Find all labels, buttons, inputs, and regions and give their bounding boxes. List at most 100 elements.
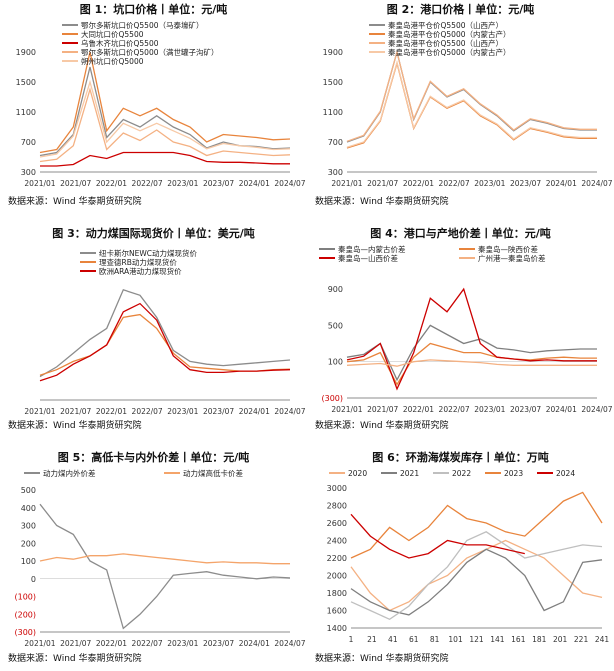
legend-label: 理查德RB动力煤现货价 [99,257,177,267]
x-tick-label: 61 [409,635,419,644]
x-tick-label: 2024/07 [274,179,305,188]
series-line [346,342,597,386]
source-note: 数据来源：Wind 华泰期货研究院 [8,197,142,207]
x-tick-label: 2023/01 [167,179,198,188]
y-tick-label: 100 [328,358,343,367]
y-tick-label: 1100 [323,108,343,117]
legend-label: 广州港—秦皇岛价差 [478,253,546,263]
series-line [346,324,597,382]
series-line [39,553,290,565]
legend-label: 鄂尔多斯坑口价Q5000（满世罐子沟矿） [81,47,219,57]
source-note: 数据来源：Wind 华泰期货研究院 [8,654,142,664]
legend-label: 2020 [348,469,367,478]
x-tick-label: 181 [532,635,547,644]
x-tick-label: 2022/01 [96,639,127,648]
x-tick-label: 121 [469,635,484,644]
legend-label: 2022 [452,469,471,478]
series-line [350,531,603,621]
source-note: 数据来源：Wind 华泰期货研究院 [315,654,449,664]
chart-panel-2: 图 2：港口价格丨单位：元/吨 300 700 1100 1500 1900 2021/0… [307,0,614,212]
x-tick-label: 2021/07 [367,179,398,188]
chart-svg-5: (300) (200) (100) 0 100 200 300 400 500 2021/01 20… [14,468,305,648]
chart-panel-6: 图 6：环渤海煤炭库存丨单位：万吨 1400 1600 1800 2000 2200 24… [307,448,614,671]
series-line [350,513,525,559]
series-line [346,359,597,367]
x-tick-label: 2021/07 [60,407,91,416]
x-tick-label: 1 [349,635,354,644]
x-tick-label: 2021/01 [24,639,55,648]
y-tick-label: 2600 [327,519,347,528]
x-tick-label: 2022/07 [439,179,470,188]
x-tick-label: 2024/01 [239,639,270,648]
x-tick-label: 2024/01 [546,179,577,188]
y-tick-label: 2200 [327,554,347,563]
series-line [350,491,603,559]
x-tick-label: 2022/07 [132,407,163,416]
y-tick-label: 0 [31,575,36,584]
legend-label: 动力煤高低卡价差 [183,468,243,478]
series-line [39,288,291,378]
x-tick-label: 2023/01 [474,405,505,414]
y-tick-label: 300 [328,168,343,177]
x-tick-label: 2023/07 [510,179,541,188]
series-line [39,51,291,154]
x-tick-label: 2021/01 [331,179,362,188]
y-tick-label: 400 [21,504,36,513]
legend-label: 秦皇岛港平仓价Q5500（山西产） [388,38,503,48]
x-tick-label: 2023/07 [203,407,234,416]
y-tick-label: 700 [21,138,36,147]
y-tick-label: 1600 [327,607,347,616]
y-tick-label: 700 [328,138,343,147]
y-tick-label: 1800 [327,589,347,598]
x-tick-label: 2022/07 [439,405,470,414]
chart-svg-3: 2021/01 2021/07 2022/01 2022/07 2023/01 2023/… [24,248,305,416]
x-tick-label: 2022/01 [96,407,127,416]
legend-label: 秦皇岛—陕西价差 [478,244,538,254]
y-tick-label: 3000 [327,484,347,493]
y-tick-label: 300 [21,522,36,531]
legend-label: 朔州坑口价Q5000 [81,56,144,66]
x-tick-label: 2024/01 [239,407,270,416]
legend-label: 秦皇岛—山西价差 [338,253,398,263]
y-tick-label: (200) [14,610,36,619]
legend-label: 乌鲁木齐坑口价Q5500 [81,38,159,48]
x-tick-label: 2023/07 [203,639,234,648]
legend-label: 纽卡斯尔NEWC动力煤现货价 [99,248,198,258]
x-tick-label: 2022/01 [96,179,127,188]
y-tick-label: 1100 [16,108,36,117]
legend-label: 秦皇岛港平仓价Q5000（内蒙古产） [388,29,511,39]
legend-label: 秦皇岛—内蒙古价差 [338,244,406,254]
x-tick-label: 2024/07 [274,407,305,416]
y-tick-label: 200 [21,539,36,548]
y-tick-label: 100 [21,557,36,566]
chart-panel-4: 图 4：港口与产地价差丨单位：元/吨 (300) 100 500 900 2021/01… [307,224,614,436]
x-tick-label: 241 [595,635,610,644]
legend-label: 秦皇岛港平仓价Q5500（山西产） [388,20,503,30]
x-tick-label: 41 [388,635,398,644]
series-line [350,539,603,612]
legend-label: 2024 [556,469,575,478]
y-tick-label: 500 [328,321,343,330]
x-tick-label: 2023/07 [203,179,234,188]
x-tick-label: 2024/07 [581,179,612,188]
chart-title: 图 5：高低卡与内外价差丨单位：元/吨 [57,451,250,464]
source-note: 数据来源：Wind 华泰期货研究院 [315,197,449,207]
y-tick-label: (300) [321,394,343,403]
y-tick-label: 1400 [327,624,347,633]
y-tick-label: 2400 [327,537,347,546]
series-line [39,79,291,158]
x-tick-label: 2024/01 [239,179,270,188]
x-tick-label: 2024/01 [546,405,577,414]
chart-svg-4: (300) 100 500 900 2021/01 2021/07 2022/01 2022/… [319,244,613,414]
x-tick-label: 221 [574,635,589,644]
source-note: 数据来源：Wind 华泰期货研究院 [8,421,142,431]
chart-svg-1: 300 700 1100 1500 1900 2021/01 2021/07 2022/01 2… [16,20,306,188]
series-line [346,60,597,148]
y-tick-label: 300 [21,168,36,177]
x-tick-label: 141 [490,635,505,644]
x-tick-label: 2023/01 [474,179,505,188]
series-line [346,287,597,391]
legend-label: 秦皇岛港平仓价Q5000（内蒙古产） [388,47,511,57]
chart-title: 图 1：坑口价格丨单位：元/吨 [79,3,228,16]
x-tick-label: 2021/07 [60,179,91,188]
